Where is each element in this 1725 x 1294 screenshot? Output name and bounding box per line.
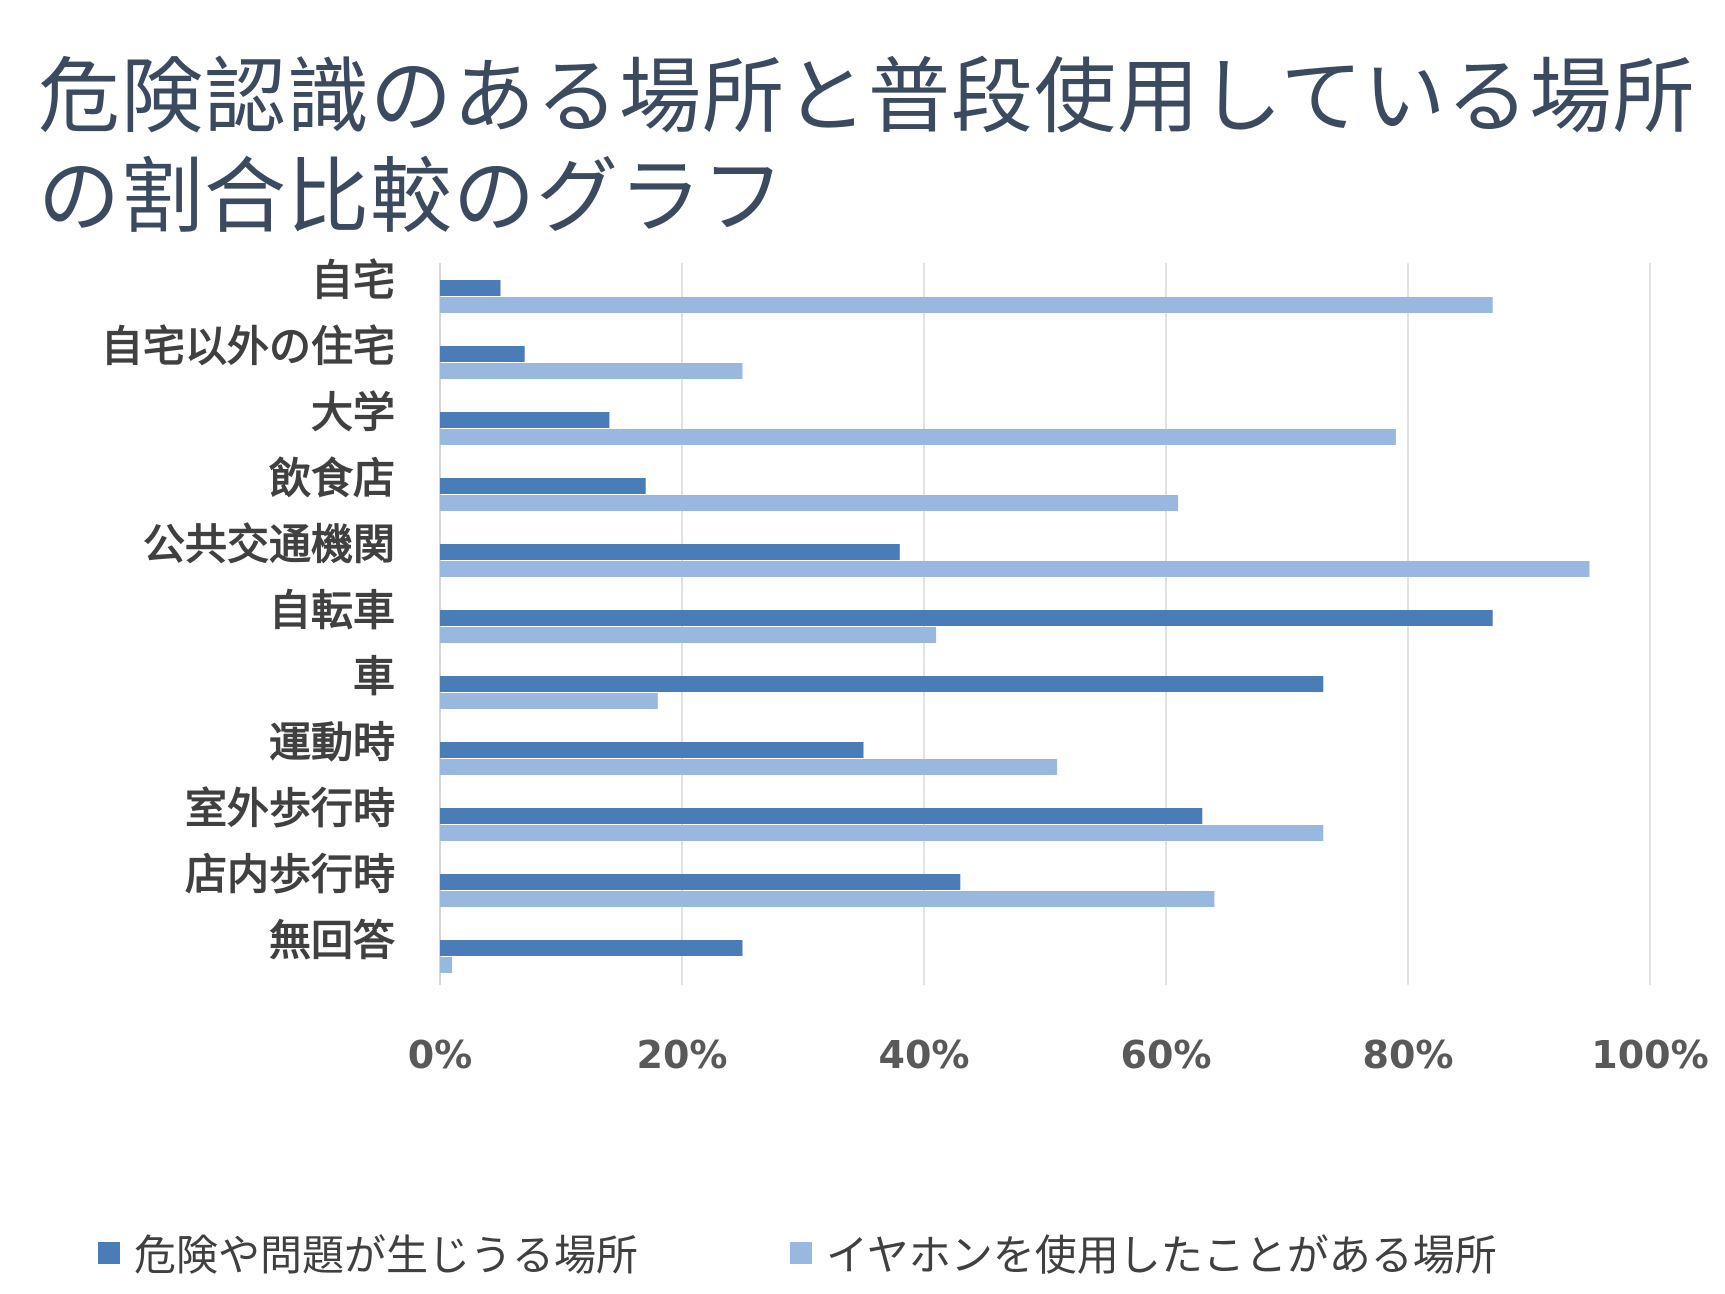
bar-danger xyxy=(440,280,501,296)
bar-danger xyxy=(440,544,900,560)
bar-danger xyxy=(440,808,1203,824)
bar-earphone xyxy=(440,429,1396,445)
bar-danger xyxy=(440,676,1324,692)
bar-earphone xyxy=(440,297,1493,313)
bar-danger xyxy=(440,412,610,428)
bar-earphone xyxy=(440,891,1215,907)
x-tick-label: 60% xyxy=(1121,1033,1212,1077)
x-tick-label: 100% xyxy=(1591,1033,1708,1077)
y-category-label: 自転車 xyxy=(269,586,395,635)
x-tick-label: 80% xyxy=(1363,1033,1454,1077)
legend-item-danger: 危険や問題が生じうる場所 xyxy=(98,1222,638,1283)
bar-earphone xyxy=(440,495,1179,511)
y-category-label: 自宅 xyxy=(311,256,395,305)
bar-earphone xyxy=(440,561,1590,577)
bar-danger xyxy=(440,346,525,362)
bar-danger xyxy=(440,940,743,956)
bar-earphone xyxy=(440,693,658,709)
chart-title: 危険認識のある場所と普段使用している場所の割合比較のグラフ xyxy=(38,50,1696,245)
x-tick-label: 0% xyxy=(408,1033,473,1077)
y-category-label: 室外歩行時 xyxy=(185,784,395,833)
y-category-label: 大学 xyxy=(311,388,395,437)
y-category-label: 公共交通機関 xyxy=(143,520,395,569)
bar-earphone xyxy=(440,759,1058,775)
y-category-label: 運動時 xyxy=(269,718,395,767)
y-category-label: 車 xyxy=(353,652,395,701)
legend-swatch-earphone xyxy=(790,1241,812,1264)
legend: 危険や問題が生じうる場所 イヤホンを使用したことがある場所 xyxy=(0,1222,1725,1282)
bar-danger xyxy=(440,478,646,494)
bar-earphone xyxy=(440,825,1324,841)
bar-danger xyxy=(440,742,864,758)
y-category-label: 飲食店 xyxy=(269,454,395,503)
x-tick-label: 40% xyxy=(879,1033,970,1077)
bar-earphone xyxy=(440,627,937,643)
legend-swatch-danger xyxy=(98,1241,120,1264)
y-category-label: 店内歩行時 xyxy=(185,850,395,899)
legend-item-earphone: イヤホンを使用したことがある場所 xyxy=(790,1222,1497,1283)
legend-label-danger: 危険や問題が生じうる場所 xyxy=(134,1231,639,1280)
bar-earphone xyxy=(440,957,453,973)
x-tick-label: 20% xyxy=(637,1033,728,1077)
bar-earphone xyxy=(440,363,743,379)
legend-label-earphone: イヤホンを使用したことがある場所 xyxy=(826,1231,1497,1280)
bar-danger xyxy=(440,610,1493,626)
y-category-label: 自宅以外の住宅 xyxy=(101,322,395,371)
y-category-label: 無回答 xyxy=(269,916,396,965)
bar-danger xyxy=(440,874,961,890)
